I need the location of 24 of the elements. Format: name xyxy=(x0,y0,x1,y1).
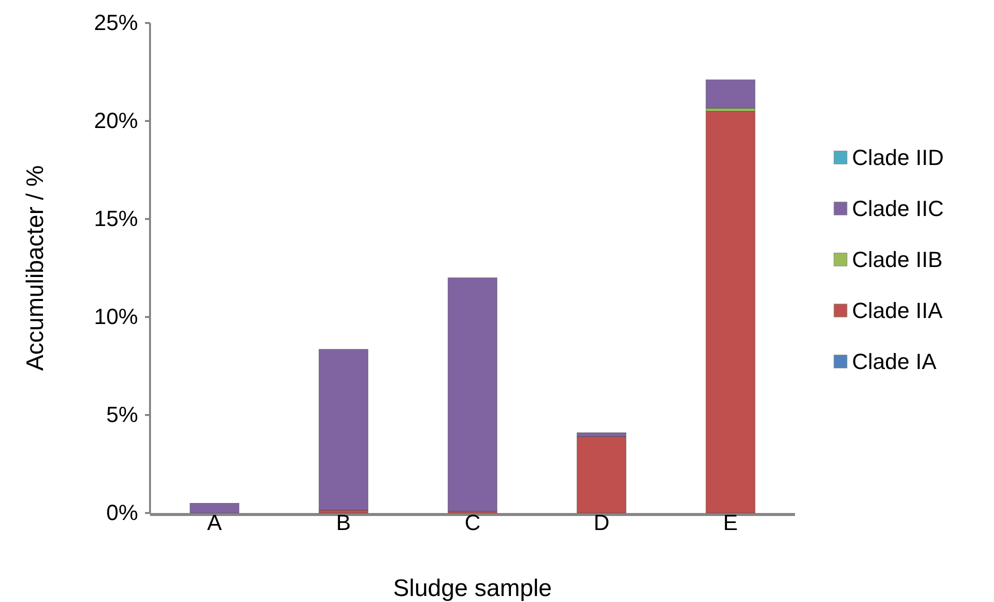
bar xyxy=(576,436,626,514)
y-tick-label: 25% xyxy=(94,10,138,36)
x-tick-label: E xyxy=(723,510,738,535)
bar xyxy=(190,503,240,514)
x-tick-label: C xyxy=(464,510,481,535)
x-axis-title: Sludge sample xyxy=(393,575,552,602)
x-tick-label: B xyxy=(336,510,351,535)
legend-label: Clade IA xyxy=(852,349,937,374)
bar xyxy=(318,349,368,510)
y-tick-label: 15% xyxy=(94,206,138,232)
x-tick-label: A xyxy=(207,510,222,535)
y-axis-title: Accumulibacter / % xyxy=(22,165,49,371)
y-tick-label: 10% xyxy=(94,304,138,330)
y-tick-label: 20% xyxy=(94,108,138,134)
legend-label: Clade IIB xyxy=(852,247,942,272)
x-tick-label: D xyxy=(594,510,610,535)
legend-label: Clade IID xyxy=(852,145,944,170)
legend-label: Clade IIA xyxy=(852,298,943,323)
bar xyxy=(706,80,756,108)
y-tick-label: 0% xyxy=(106,500,138,526)
legend-label: Clade IIC xyxy=(852,196,944,221)
bar xyxy=(706,111,756,514)
bar xyxy=(448,278,498,512)
y-tick-label: 5% xyxy=(106,402,138,428)
